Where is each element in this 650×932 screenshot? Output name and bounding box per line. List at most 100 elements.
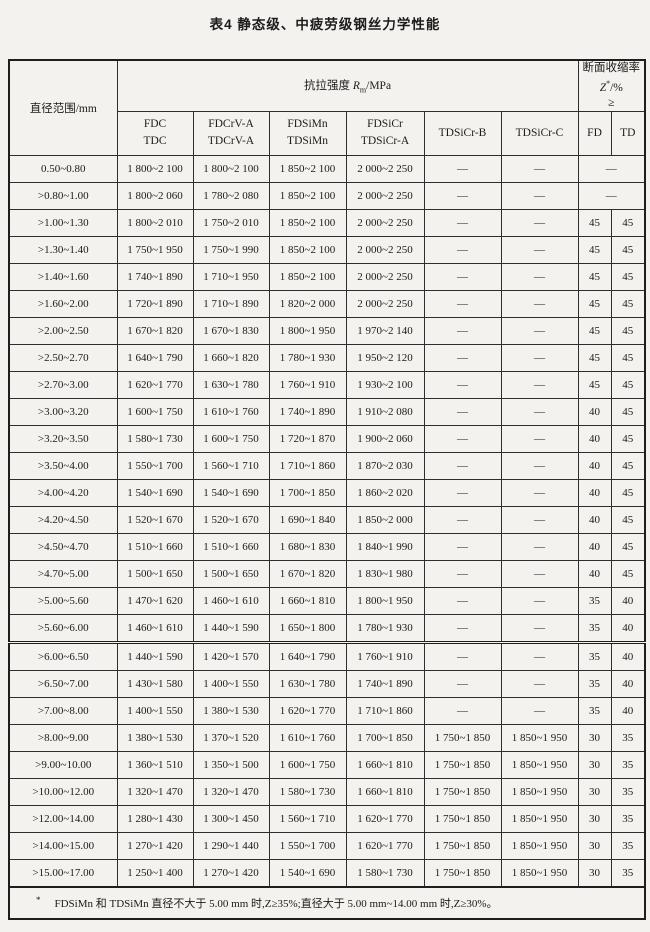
tensile-value-cell: —	[423, 669, 502, 698]
tensile-value-cell: —	[500, 235, 579, 264]
tensile-value-cell: —	[423, 532, 502, 561]
tensile-value-cell: 1 640~1 790	[116, 343, 194, 372]
fd-value-cell: 45	[577, 316, 612, 345]
tensile-value-cell: —	[500, 289, 579, 318]
table-row: >2.70~3.00 1 620~1 770 1 630~1 780 1 760~1 …	[8, 370, 646, 399]
tensile-value-cell: —	[423, 613, 502, 643]
tensile-value-cell: 2 000~2 250	[345, 154, 425, 183]
reduction-label: 断面收缩率	[582, 62, 641, 74]
fd-value-cell: 40	[577, 505, 612, 534]
table-row: >5.60~6.00 1 460~1 610 1 440~1 590 1 650~1 …	[8, 613, 646, 643]
tensile-value-cell: 1 670~1 820	[268, 559, 347, 588]
tensile-value-cell: 1 320~1 470	[192, 777, 270, 806]
td-value-cell: 40	[610, 640, 646, 671]
tensile-value-cell: —	[423, 343, 502, 372]
tensile-value-cell: 1 850~2 000	[345, 505, 425, 534]
tensile-value-cell: 1 460~1 610	[116, 613, 194, 643]
fd-value-cell: 45	[577, 208, 612, 237]
tensile-value-cell: 1 380~1 530	[116, 723, 194, 752]
diameter-range-cell: >6.00~6.50	[8, 640, 118, 671]
tensile-value-cell: 1 680~1 830	[268, 532, 347, 561]
tensile-value-cell: 1 850~2 100	[268, 262, 347, 291]
col-header-tdsicrb: TDSiCr-B	[423, 110, 502, 156]
td-value-cell: 45	[610, 316, 646, 345]
tensile-value-cell: 1 760~1 910	[268, 370, 347, 399]
col-header-fdsimn-tdsimn: FDSiMn TDSiMn	[268, 110, 347, 156]
tensile-value-cell: 1 700~1 850	[268, 478, 347, 507]
tensile-value-cell: 1 270~1 420	[116, 831, 194, 860]
tensile-value-cell: 1 620~1 770	[116, 370, 194, 399]
diameter-range-cell: >14.00~15.00	[8, 831, 118, 860]
tensile-value-cell: —	[500, 586, 579, 615]
tensile-value-cell: 1 370~1 520	[192, 723, 270, 752]
tensile-value-cell: 1 270~1 420	[192, 858, 270, 888]
diameter-range-cell: >0.80~1.00	[8, 181, 118, 210]
tensile-value-cell: 1 970~2 140	[345, 316, 425, 345]
td-value-cell: 35	[610, 858, 646, 888]
tensile-value-cell: —	[500, 559, 579, 588]
td-value-cell: 40	[610, 613, 646, 643]
grade-line1: FDC	[143, 118, 167, 131]
tensile-value-cell: 1 710~1 890	[192, 289, 270, 318]
table-row: >4.00~4.20 1 540~1 690 1 540~1 690 1 700~1 …	[8, 478, 646, 507]
tensile-value-cell: 1 290~1 440	[192, 831, 270, 860]
tensile-value-cell: 1 520~1 670	[116, 505, 194, 534]
col-header-fd: FD	[577, 110, 612, 156]
tensile-value-cell: 1 840~1 990	[345, 532, 425, 561]
tensile-value-cell: 1 850~1 950	[500, 750, 579, 779]
tensile-value-cell: 1 750~2 010	[192, 208, 270, 237]
grade-header-row: FDC TDC FDCrV-A TDCrV-A FDSiMn TDSiMn FD…	[9, 110, 646, 156]
diameter-column-header: 直径范围/mm	[8, 59, 118, 156]
td-value-cell: 45	[610, 343, 646, 372]
diameter-range-cell: >12.00~14.00	[8, 804, 118, 833]
tensile-value-cell: 1 850~1 950	[500, 804, 579, 833]
diameter-range-cell: >7.00~8.00	[8, 696, 118, 725]
table-row: >10.00~12.00 1 320~1 470 1 320~1 470 1 580~…	[8, 777, 646, 806]
tensile-value-cell: 1 400~1 550	[192, 669, 270, 698]
tensile-value-cell: 1 350~1 500	[192, 750, 270, 779]
tensile-value-cell: 1 910~2 080	[345, 397, 425, 426]
diameter-range-cell: >10.00~12.00	[8, 777, 118, 806]
tensile-value-cell: 1 740~1 890	[345, 669, 425, 698]
tensile-value-cell: 1 520~1 670	[192, 505, 270, 534]
tensile-value-cell: —	[500, 397, 579, 426]
tensile-value-cell: 1 580~1 730	[116, 424, 194, 453]
diameter-range-cell: >3.00~3.20	[8, 397, 118, 426]
col-header-fdc-tdc: FDC TDC	[116, 110, 194, 156]
diameter-range-cell: >8.00~9.00	[8, 723, 118, 752]
tensile-value-cell: —	[423, 505, 502, 534]
tensile-value-cell: 1 550~1 700	[268, 831, 347, 860]
footnote-cell: * FDSiMn 和 TDSiMn 直径不大于 5.00 mm 时,Z≥35%;直…	[8, 885, 646, 920]
reduction-symbol-line: Z*/%	[579, 76, 644, 96]
fd-td-merged-cell: —	[577, 154, 646, 183]
tensile-value-cell: 1 500~1 650	[116, 559, 194, 588]
diameter-range-cell: >2.70~3.00	[8, 370, 118, 399]
td-value-cell: 45	[610, 235, 646, 264]
tensile-value-cell: —	[423, 235, 502, 264]
tensile-value-cell: 1 760~1 910	[345, 640, 425, 671]
tensile-value-cell: —	[500, 154, 579, 183]
footnote-marker: *	[36, 894, 41, 905]
tensile-value-cell: 1 670~1 830	[192, 316, 270, 345]
tensile-symbol: R	[352, 80, 360, 93]
tensile-value-cell: 1 850~2 100	[268, 181, 347, 210]
fd-value-cell: 30	[577, 804, 612, 833]
tensile-value-cell: 1 870~2 030	[345, 451, 425, 480]
page-title: 表4 静态级、中疲劳级钢丝力学性能	[209, 17, 441, 32]
table-row: >6.00~6.50 1 440~1 590 1 420~1 570 1 640~1 …	[8, 640, 646, 671]
grade-line2: TDSiCr-A	[360, 135, 410, 148]
tensile-strength-label: 抗拉强度	[303, 80, 353, 93]
grade-line1: TDSiCr-B	[438, 126, 487, 139]
tensile-value-cell: 1 750~1 850	[423, 804, 502, 833]
tensile-value-cell: —	[500, 343, 579, 372]
tensile-value-cell: 1 710~1 950	[192, 262, 270, 291]
tensile-value-cell: 1 750~1 850	[423, 777, 502, 806]
tensile-value-cell: —	[423, 451, 502, 480]
tensile-value-cell: —	[423, 586, 502, 615]
tensile-value-cell: 1 750~1 850	[423, 723, 502, 752]
tensile-value-cell: 1 630~1 780	[192, 370, 270, 399]
diameter-range-cell: >1.00~1.30	[8, 208, 118, 237]
fd-value-cell: 35	[577, 669, 612, 698]
fd-value-cell: 45	[577, 343, 612, 372]
td-value-cell: 35	[610, 750, 646, 779]
